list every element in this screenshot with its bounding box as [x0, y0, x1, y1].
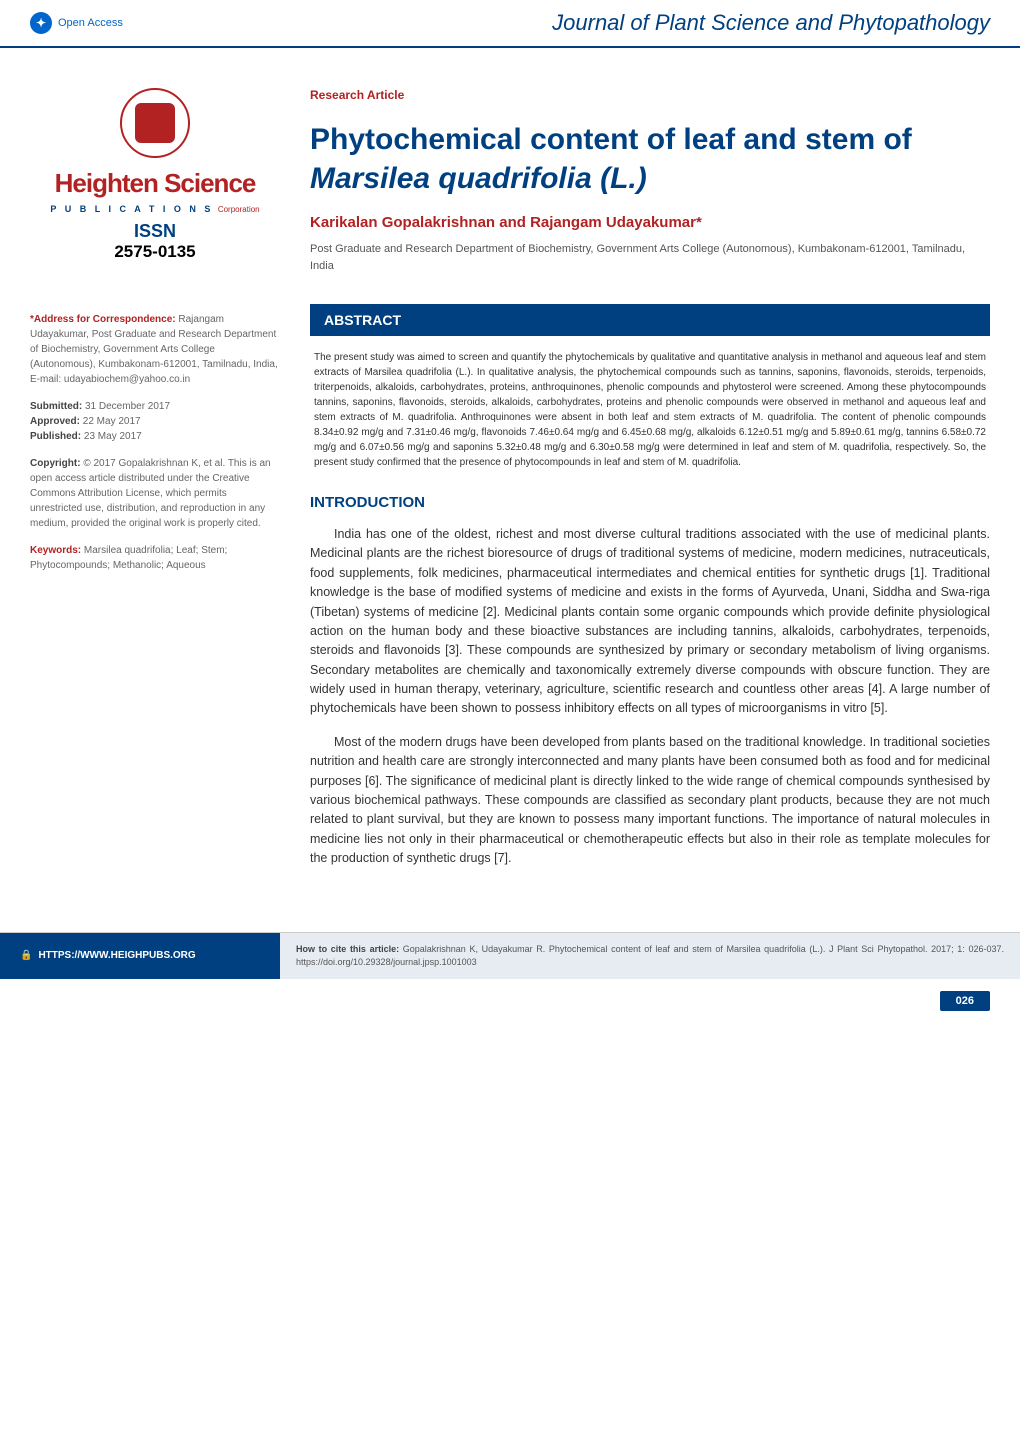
submitted-date: 31 December 2017: [85, 401, 170, 412]
keywords-label: Keywords:: [30, 545, 81, 556]
intro-paragraph-2: Most of the modern drugs have been devel…: [310, 733, 990, 869]
citation: How to cite this article: Gopalakrishnan…: [280, 933, 1020, 978]
publisher-corp: Corporation: [218, 205, 260, 214]
published-date: 23 May 2017: [84, 431, 142, 442]
footer: 🔒 HTTPS://WWW.HEIGHPUBS.ORG How to cite …: [0, 932, 1020, 978]
open-access-icon: ✦: [30, 12, 52, 34]
sidebar: Heighten Science P U B L I C A T I O N S…: [30, 88, 280, 882]
publisher-name: Heighten Science: [30, 168, 280, 199]
title-text: Phytochemical content of leaf and stem o…: [310, 123, 912, 156]
approved-label: Approved:: [30, 416, 80, 427]
footer-url-rest: HEIGHPUBS.ORG: [111, 950, 196, 961]
copyright-label: Copyright:: [30, 458, 81, 469]
introduction-header: INTRODUCTION: [310, 494, 990, 511]
intro-paragraph-1: India has one of the oldest, richest and…: [310, 525, 990, 719]
article-title: Phytochemical content of leaf and stem o…: [310, 120, 990, 198]
cite-label: How to cite this article:: [296, 944, 399, 954]
open-access-tag: ✦ Open Access: [30, 12, 123, 34]
abstract-header: ABSTRACT: [310, 304, 990, 336]
open-access-label: Open Access: [58, 17, 123, 29]
page-number: 026: [940, 991, 990, 1011]
submitted-label: Submitted:: [30, 401, 82, 412]
copyright: Copyright: © 2017 Gopalakrishnan K, et a…: [30, 456, 280, 531]
main-layout: Heighten Science P U B L I C A T I O N S…: [0, 48, 1020, 902]
top-bar: ✦ Open Access Journal of Plant Science a…: [0, 0, 1020, 48]
issn-number: 2575-0135: [30, 242, 280, 262]
article-content: Research Article Phytochemical content o…: [310, 88, 990, 882]
published-label: Published:: [30, 431, 81, 442]
footer-url-prefix: HTTPS://WWW.: [38, 950, 110, 961]
publisher-logo-block: Heighten Science P U B L I C A T I O N S…: [30, 88, 280, 262]
lock-icon: 🔒: [20, 950, 32, 961]
footer-url[interactable]: 🔒 HTTPS://WWW.HEIGHPUBS.ORG: [0, 933, 280, 978]
issn-label: ISSN: [30, 221, 280, 242]
journal-title: Journal of Plant Science and Phytopathol…: [552, 10, 990, 36]
correspondence: *Address for Correspondence: Rajangam Ud…: [30, 312, 280, 387]
publisher-subtitle: P U B L I C A T I O N S: [50, 204, 213, 214]
authors: Karikalan Gopalakrishnan and Rajangam Ud…: [310, 214, 990, 231]
publisher-logo-icon: [120, 88, 190, 158]
abstract-text: The present study was aimed to screen an…: [310, 350, 990, 470]
article-meta: *Address for Correspondence: Rajangam Ud…: [30, 312, 280, 573]
article-type: Research Article: [310, 88, 990, 102]
dates: Submitted: 31 December 2017 Approved: 22…: [30, 399, 280, 444]
affiliation: Post Graduate and Research Department of…: [310, 241, 990, 274]
correspondence-label: *Address for Correspondence:: [30, 314, 176, 325]
cite-text: Gopalakrishnan K, Udayakumar R. Phytoche…: [296, 944, 1004, 967]
keywords: Keywords: Marsilea quadrifolia; Leaf; St…: [30, 543, 280, 573]
approved-date: 22 May 2017: [83, 416, 141, 427]
page-number-row: 026: [0, 979, 1020, 1023]
title-species: Marsilea quadrifolia (L.): [310, 162, 647, 195]
